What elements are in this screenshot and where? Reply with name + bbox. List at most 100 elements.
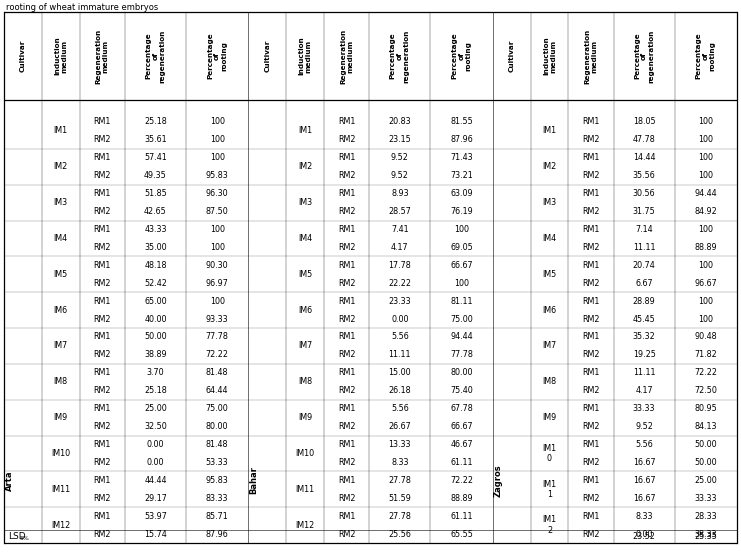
Text: RM2: RM2 (338, 171, 356, 180)
Text: IM12: IM12 (296, 521, 315, 529)
Text: 80.00: 80.00 (206, 422, 228, 431)
Text: Percentage
of
regeneration: Percentage of regeneration (145, 29, 165, 83)
Text: RM2: RM2 (338, 207, 356, 216)
Text: Regeneration
medium: Regeneration medium (585, 28, 597, 84)
Text: RM1: RM1 (93, 225, 111, 234)
Text: IM7: IM7 (53, 341, 68, 350)
Text: IM2: IM2 (53, 162, 68, 171)
Text: IM6: IM6 (298, 306, 312, 315)
Text: RM1: RM1 (93, 261, 111, 270)
Text: 35.32: 35.32 (633, 332, 656, 341)
Text: 81.11: 81.11 (451, 296, 473, 306)
Text: RM1: RM1 (582, 153, 599, 162)
Text: RM2: RM2 (582, 243, 599, 252)
Text: 26.67: 26.67 (388, 422, 411, 431)
Text: RM2: RM2 (338, 458, 356, 467)
Text: 75.00: 75.00 (450, 315, 473, 324)
Text: 94.44: 94.44 (694, 189, 717, 198)
Text: IM6: IM6 (54, 306, 68, 315)
Text: IM3: IM3 (54, 198, 68, 207)
Text: 100: 100 (210, 118, 225, 127)
Text: RM1: RM1 (338, 440, 356, 449)
Text: RM1: RM1 (93, 369, 111, 377)
Text: 66.67: 66.67 (451, 261, 473, 270)
Text: 100: 100 (698, 153, 714, 162)
Text: RM1: RM1 (582, 404, 599, 413)
Text: 87.96: 87.96 (206, 529, 228, 538)
Text: 61.11: 61.11 (451, 512, 473, 521)
Text: 17.78: 17.78 (388, 261, 411, 270)
Text: 3.70: 3.70 (147, 369, 165, 377)
Text: 49.35: 49.35 (144, 171, 167, 180)
Text: 66.67: 66.67 (451, 422, 473, 431)
Text: RM1: RM1 (93, 404, 111, 413)
Text: 100: 100 (454, 225, 469, 234)
Text: IM9: IM9 (298, 413, 312, 422)
Text: 33.33: 33.33 (633, 404, 655, 413)
Text: IM4: IM4 (298, 234, 312, 243)
Text: 28.89: 28.89 (633, 296, 656, 306)
Text: 100: 100 (698, 171, 714, 180)
Text: IM1
0: IM1 0 (542, 443, 556, 463)
Text: 100: 100 (698, 118, 714, 127)
Text: 25.18: 25.18 (144, 118, 167, 127)
Text: RM2: RM2 (338, 422, 356, 431)
Text: 20.74: 20.74 (633, 261, 656, 270)
Text: 23.15: 23.15 (388, 135, 411, 144)
Text: 100: 100 (454, 279, 469, 287)
Text: RM1: RM1 (338, 369, 356, 377)
Text: 63.09: 63.09 (451, 189, 473, 198)
Text: RM2: RM2 (582, 422, 599, 431)
Text: 72.22: 72.22 (694, 369, 717, 377)
Text: IM7: IM7 (298, 341, 312, 350)
Text: 5%: 5% (20, 536, 30, 541)
Text: 35.56: 35.56 (633, 171, 656, 180)
Text: RM2: RM2 (582, 386, 599, 395)
Text: 50.00: 50.00 (694, 440, 717, 449)
Text: RM1: RM1 (93, 153, 111, 162)
Text: 9.52: 9.52 (391, 171, 409, 180)
Text: 71.43: 71.43 (451, 153, 473, 162)
Text: IM11: IM11 (296, 485, 315, 494)
Text: Regeneration
medium: Regeneration medium (340, 28, 353, 84)
Text: IM5: IM5 (298, 270, 312, 279)
Text: 0.00: 0.00 (635, 529, 653, 538)
Text: 100: 100 (210, 243, 225, 252)
Text: RM2: RM2 (93, 171, 111, 180)
Text: 96.30: 96.30 (206, 189, 228, 198)
Text: 71.82: 71.82 (694, 350, 717, 360)
Text: RM1: RM1 (93, 118, 111, 127)
Text: RM2: RM2 (93, 529, 111, 538)
Text: RM1: RM1 (338, 261, 356, 270)
Text: RM2: RM2 (582, 529, 599, 538)
Text: 72.22: 72.22 (206, 350, 229, 360)
Text: 95.83: 95.83 (206, 476, 228, 485)
Text: 87.96: 87.96 (450, 135, 473, 144)
Text: 75.00: 75.00 (206, 404, 228, 413)
Text: 42.65: 42.65 (144, 207, 167, 216)
Text: 46.67: 46.67 (451, 440, 473, 449)
Text: IM2: IM2 (542, 162, 556, 171)
Text: 77.78: 77.78 (206, 332, 229, 341)
Text: RM1: RM1 (93, 440, 111, 449)
Text: 27.78: 27.78 (388, 512, 411, 521)
Text: 50.00: 50.00 (144, 332, 167, 341)
Text: 95.83: 95.83 (206, 171, 228, 180)
Text: Cultivar: Cultivar (265, 40, 270, 72)
Text: 0.00: 0.00 (147, 440, 165, 449)
Text: 84.92: 84.92 (694, 207, 717, 216)
Text: IM12: IM12 (51, 521, 70, 529)
Text: Induction
medium: Induction medium (299, 37, 312, 75)
Text: 88.89: 88.89 (451, 494, 473, 503)
Text: 28.57: 28.57 (388, 207, 411, 216)
Text: RM2: RM2 (582, 279, 599, 287)
Text: 30.56: 30.56 (633, 189, 656, 198)
Text: 73.21: 73.21 (450, 171, 473, 180)
Text: IM2: IM2 (298, 162, 312, 171)
Text: 100: 100 (698, 135, 714, 144)
Text: RM1: RM1 (582, 261, 599, 270)
Text: RM1: RM1 (582, 512, 599, 521)
Text: 61.11: 61.11 (451, 458, 473, 467)
Text: IM1
2: IM1 2 (542, 516, 556, 535)
Text: 20.83: 20.83 (388, 118, 411, 127)
